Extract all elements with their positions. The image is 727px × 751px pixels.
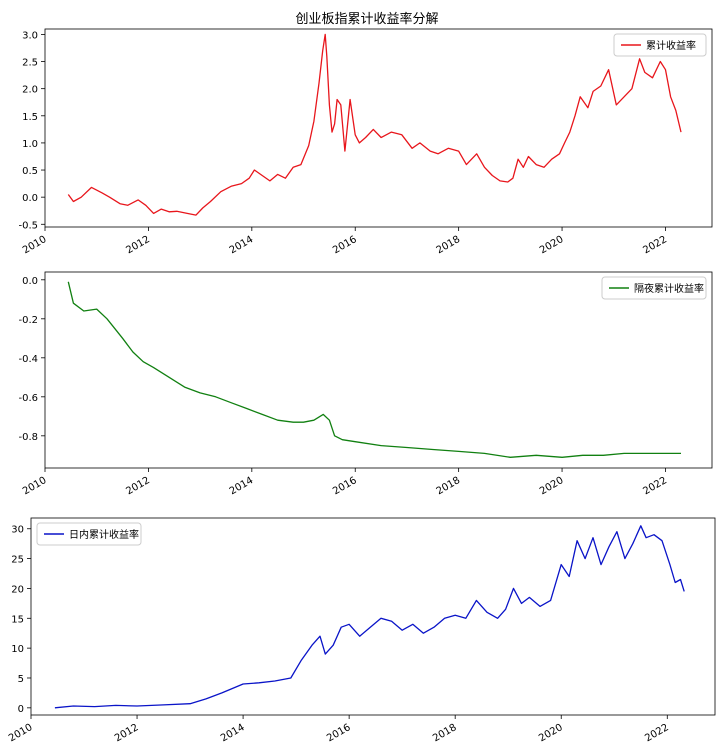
axes-frame: [44, 28, 713, 228]
series-line-1: [67, 33, 682, 216]
y-tick-label: 10: [11, 644, 24, 655]
y-tick-label: 0: [18, 704, 24, 715]
legend-box: [36, 522, 142, 546]
y-tick-label: 0.5: [22, 166, 38, 177]
axes-frame: [44, 271, 713, 469]
figure-title: 创业板指累计收益率分解: [295, 11, 438, 27]
y-tick-label: 0.0: [22, 193, 38, 204]
y-tick-label: 2.5: [22, 58, 38, 69]
y-tick-label: -0.6: [18, 393, 38, 404]
y-tick-label: -0.8: [18, 432, 38, 443]
y-tick-label: 25: [11, 555, 24, 566]
y-tick-label: 15: [11, 614, 24, 625]
legend-label: 日内累计收益率: [69, 528, 139, 541]
series-line-2: [67, 281, 681, 458]
y-tick-label: -0.5: [18, 220, 38, 231]
legend: 日内累计收益率: [36, 522, 142, 546]
y-tick-label: 0.0: [22, 276, 38, 287]
y-tick-label: 30: [11, 525, 24, 536]
legend-box: [601, 276, 707, 300]
y-tick-label: 1.5: [22, 112, 38, 123]
legend: 隔夜累计收益率: [601, 276, 707, 300]
y-tick-label: 1.0: [22, 139, 38, 150]
y-tick-label: 2.0: [22, 85, 38, 96]
y-tick-label: -0.4: [18, 354, 38, 365]
y-tick-label: 20: [11, 584, 24, 595]
y-tick-label: 3.0: [22, 30, 38, 41]
y-tick-label: 5: [18, 674, 24, 685]
axes-frame: [30, 517, 716, 716]
series-line-3: [54, 525, 685, 709]
legend-label: 隔夜累计收益率: [634, 282, 704, 295]
y-tick-label: -0.2: [18, 315, 38, 326]
legend: 累计收益率: [613, 33, 707, 57]
legend-box: [613, 33, 707, 57]
legend-label: 累计收益率: [646, 39, 696, 52]
